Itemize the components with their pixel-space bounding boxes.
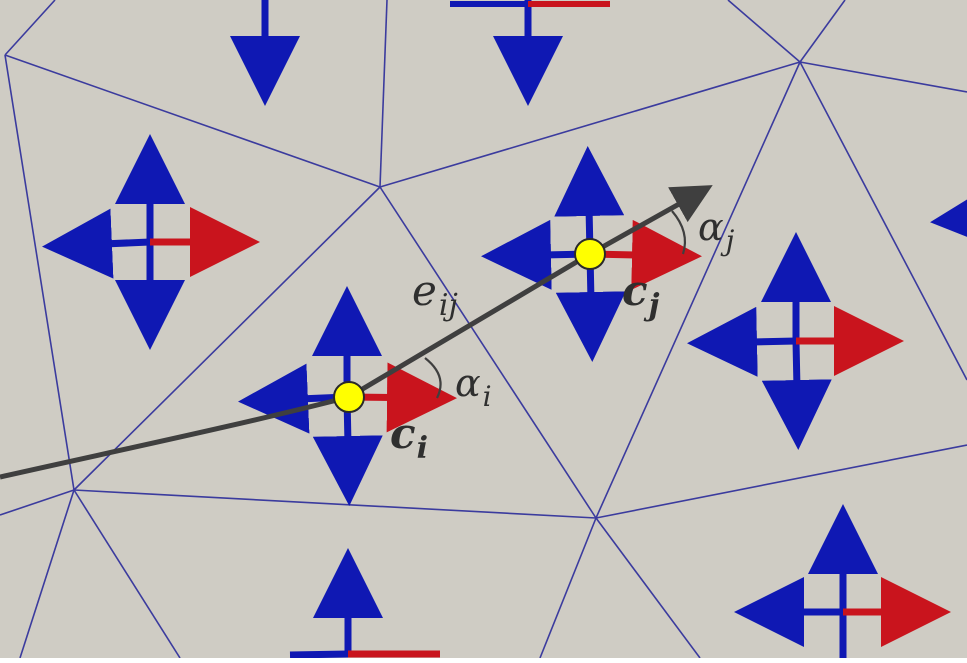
mesh-edge <box>379 0 388 188</box>
mesh-edge <box>4 54 75 491</box>
mesh-edge <box>73 186 381 491</box>
alpha-i-label-base: α <box>455 361 481 405</box>
mesh-edge <box>4 54 381 188</box>
blue-arrow <box>238 363 348 434</box>
edge-label-sub: ij <box>439 288 458 323</box>
alpha-j-angle-arc <box>671 210 687 255</box>
node-c-i-label-base: c <box>390 409 416 458</box>
mesh-edge <box>4 0 56 56</box>
mesh-edge <box>595 444 967 519</box>
blue-arrow <box>687 306 797 377</box>
mesh-edge <box>0 489 75 516</box>
mesh-edge <box>799 0 846 63</box>
mesh-edge <box>799 61 967 93</box>
blue-arrow <box>761 340 832 450</box>
node-c-i-circle-icon <box>333 381 365 413</box>
node-c-j-circle-icon <box>574 238 606 270</box>
mesh-edge <box>379 186 597 519</box>
mesh-edge <box>19 489 75 659</box>
blue-arrow <box>930 181 967 252</box>
mesh-edge <box>727 0 801 63</box>
alpha-i-angle-arc <box>424 357 442 399</box>
blue-arrow <box>42 208 151 279</box>
red-arrow <box>589 219 702 290</box>
alpha-i-label-sub: i <box>483 380 492 413</box>
mesh-edge <box>595 61 801 519</box>
mesh-edge <box>539 517 597 659</box>
alpha-i-label: αi <box>455 361 492 413</box>
node-c-j-label-base: c <box>622 266 648 315</box>
mesh-edge <box>595 517 701 659</box>
alpha-j-label: αj <box>698 205 735 257</box>
edge-label: eij <box>412 266 458 323</box>
mesh-edge <box>73 489 181 659</box>
blue-arrow <box>289 650 349 659</box>
mesh-edge <box>379 61 801 188</box>
mesh-edge <box>799 61 967 381</box>
edge-label-base: e <box>412 266 437 315</box>
node-c-i-label: ci <box>390 409 428 466</box>
node-c-i-label-sub: i <box>417 431 428 466</box>
alpha-j-label-base: α <box>698 205 724 249</box>
